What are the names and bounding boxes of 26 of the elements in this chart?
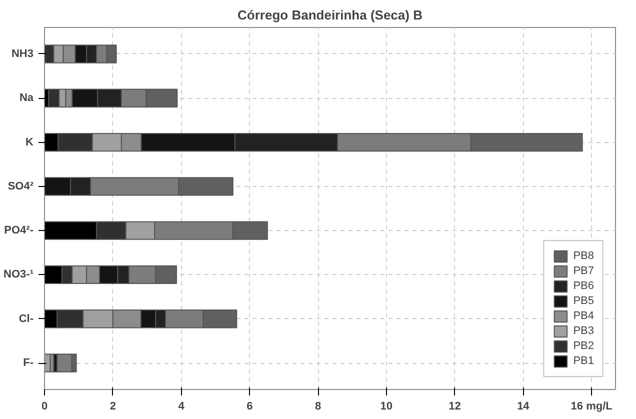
x-tick-label: 8 [314,400,322,412]
y-tick-label: Na [19,92,34,104]
x-tick-label: 14 [517,400,530,412]
legend-label: PB4 [573,310,594,322]
chart-title: Córrego Bandeirinha (Seca) B [238,8,422,22]
y-tick-label: PO4²- [4,224,34,237]
x-tick-label: 2 [110,400,116,412]
x-tick-label: 4 [178,400,186,412]
x-tick-label: 12 [448,400,461,412]
legend-label: PB1 [573,355,594,367]
legend-label: PB2 [573,340,594,352]
y-tick-label: SO4² [8,180,34,192]
legend-label: PB6 [573,280,594,292]
x-tick-label: 0 [41,400,48,412]
legend-label: PB5 [573,295,594,307]
y-tick-label: F- [23,357,34,370]
y-tick-label: NO3-¹ [4,268,34,281]
x-tick-label: 6 [246,400,253,412]
legend-label: PB8 [573,250,594,262]
y-tick-label: Cl- [18,312,34,325]
x-tick-label: 16 mg/L [570,400,613,412]
y-tick-label: NH3 [11,48,34,60]
legend-label: PB3 [573,325,594,337]
y-tick-label: K [26,136,34,148]
x-tick-label: 10 [380,400,393,412]
legend-label: PB7 [573,265,594,277]
